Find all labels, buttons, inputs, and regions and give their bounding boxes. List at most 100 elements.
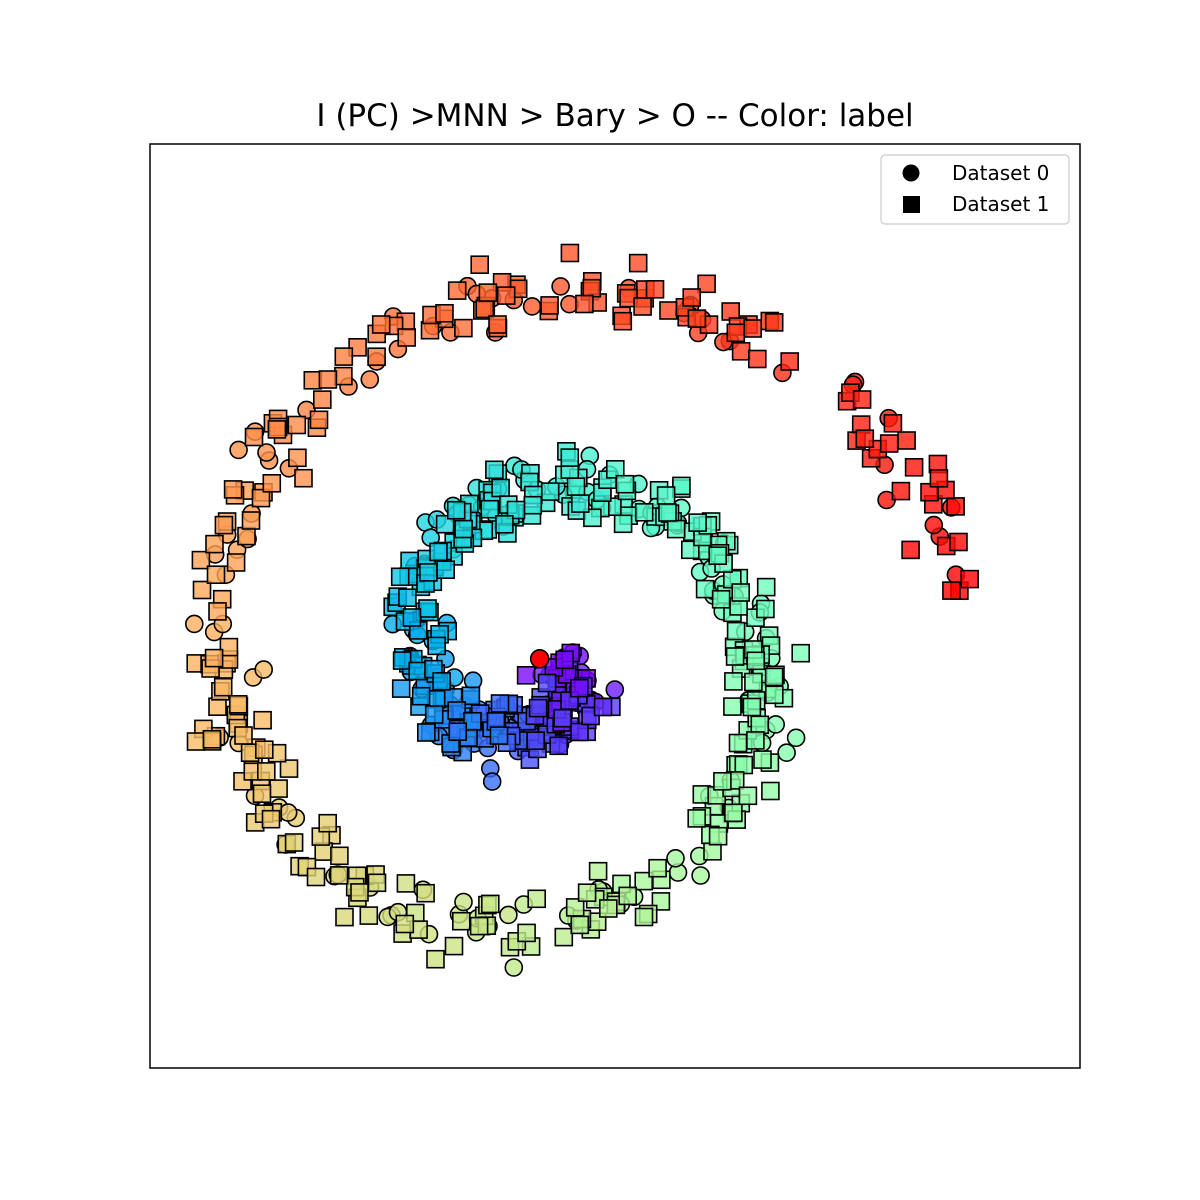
data-point-dataset-1 [288,448,307,468]
data-point-dataset-1 [634,907,654,927]
data-point-dataset-1 [628,253,648,273]
data-point-dataset-1 [214,515,234,535]
data-point-dataset-1 [287,415,307,435]
data-point-dataset-1 [598,899,618,918]
data-point-dataset-1 [570,722,589,742]
data-point-dataset-1 [262,473,282,493]
data-point-dataset-1 [516,665,536,685]
data-point-dataset-1 [489,726,509,745]
data-point-dataset-1 [743,319,763,338]
data-point-dataset-1 [756,599,775,619]
chart-title: I (PC) >MNN > Bary > O -- Color: label [316,98,913,134]
data-point-dataset-1 [318,370,338,389]
data-point-dataset-1 [436,560,456,580]
data-point-dataset-0 [278,803,298,822]
data-point-dataset-1 [726,621,746,641]
data-point-dataset-0 [522,297,542,316]
data-point-dataset-1 [549,736,569,756]
data-point-dataset-1 [687,809,707,828]
data-point-dataset-1 [634,502,654,522]
data-point-dataset-1 [432,672,451,691]
data-point-dataset-1 [582,278,602,298]
data-point-dataset-1 [395,914,415,934]
data-point-dataset-1 [588,861,608,881]
data-point-dataset-1 [687,309,707,328]
data-point-dataset-1 [234,726,253,745]
data-point-dataset-1 [731,583,751,602]
data-point-dataset-1 [219,637,239,657]
data-point-dataset-1 [554,927,574,947]
legend-label-dataset-1: Dataset 1 [952,192,1049,216]
data-point-dataset-1 [191,550,211,570]
data-point-dataset-1 [666,519,686,539]
data-point-dataset-1 [318,813,338,833]
data-point-dataset-1 [742,697,762,717]
data-point-dataset-1 [330,846,349,866]
data-point-dataset-0 [786,728,806,748]
highlight-point [529,648,550,669]
data-point-dataset-1 [491,478,510,498]
data-point-dataset-1 [577,883,597,903]
data-point-dataset-1 [392,651,412,670]
data-point-dataset-1 [658,503,677,522]
data-point-dataset-1 [223,480,243,499]
data-point-dataset-1 [306,867,326,887]
data-point-dataset-0 [691,866,710,885]
data-point-dataset-1 [750,715,770,735]
data-point-dataset-1 [526,731,546,751]
data-point-dataset-1 [253,710,272,730]
data-point-dataset-1 [312,390,332,409]
data-point-dataset-1 [734,755,754,775]
data-point-dataset-1 [411,686,431,706]
data-point-dataset-1 [904,457,924,477]
data-point-dataset-1 [309,410,329,430]
data-point-dataset-1 [791,643,811,663]
data-point-dataset-0 [766,715,786,734]
data-point-dataset-1 [408,661,428,681]
data-point-dataset-1 [255,740,274,760]
data-point-dataset-1 [883,413,903,433]
data-point-dataset-1 [329,866,349,885]
data-point-dataset-1 [226,553,246,572]
data-point-dataset-1 [446,500,466,520]
data-point-dataset-1 [744,672,763,692]
data-point-dataset-0 [360,370,380,389]
data-point-dataset-1 [371,315,391,334]
data-point-dataset-1 [540,296,559,315]
data-point-dataset-1 [334,366,353,386]
data-point-dataset-1 [929,468,949,488]
data-point-dataset-1 [761,781,780,801]
plot-background [150,144,1080,1068]
data-point-dataset-1 [390,567,410,587]
axes-frame [149,143,1081,1069]
highlight-layer [529,648,550,669]
data-point-dataset-1 [416,723,436,742]
data-point-dataset-1 [560,448,580,467]
data-point-dataset-1 [575,294,594,314]
data-point-dataset-1 [256,762,276,781]
data-point-dataset-1 [708,826,728,846]
data-point-dataset-1 [725,647,745,666]
data-point-dataset-1 [478,283,498,302]
data-point-dataset-1 [448,722,468,742]
data-point-dataset-1 [496,286,516,305]
data-point-dataset-1 [350,883,369,902]
data-point-dataset-1 [747,349,767,369]
legend: Dataset 0 Dataset 1 [880,154,1070,225]
data-point-dataset-1 [764,667,784,687]
data-point-dataset-1 [463,711,482,731]
data-point-dataset-1 [367,347,386,367]
data-point-dataset-1 [523,495,543,515]
data-point-dataset-1 [402,608,422,627]
data-point-dataset-1 [746,731,765,750]
data-point-dataset-1 [711,589,731,609]
data-point-dataset-1 [400,551,419,571]
data-point-dataset-1 [435,514,455,534]
data-point-dataset-1 [204,648,224,668]
legend-label-dataset-0: Dataset 0 [952,161,1049,185]
data-point-dataset-1 [495,514,514,534]
data-point-dataset-1 [205,534,224,554]
data-point-dataset-1 [237,526,256,546]
data-point-dataset-1 [517,923,536,943]
data-point-dataset-1 [284,833,304,852]
